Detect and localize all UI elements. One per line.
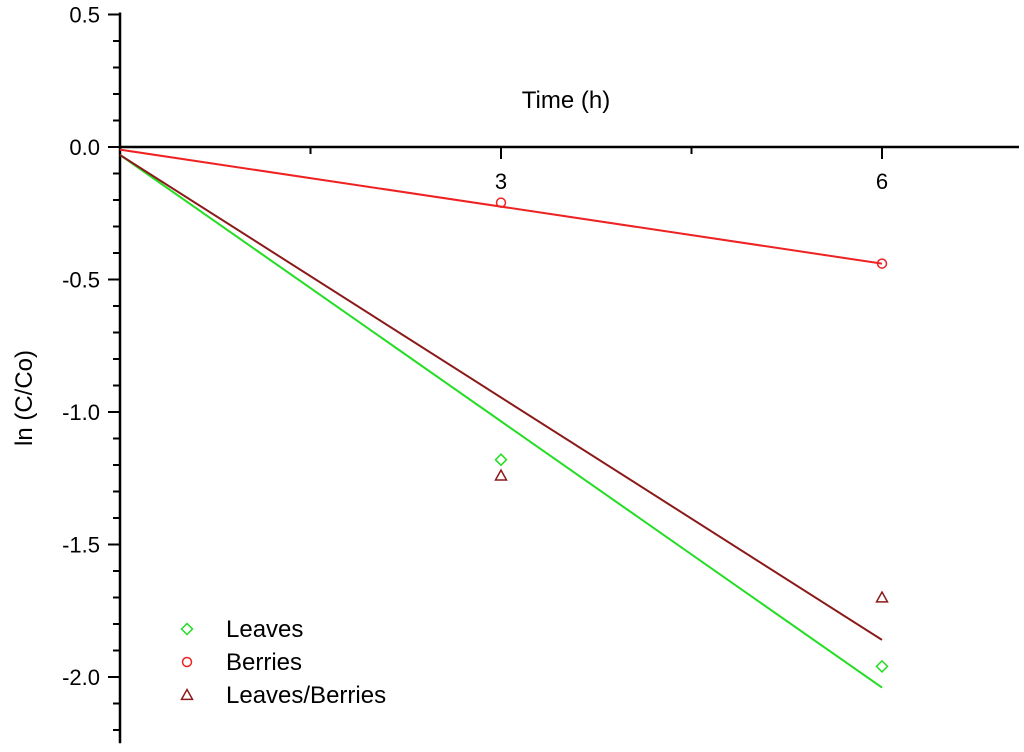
legend-marker-leaves	[180, 622, 194, 636]
y-axis-title: ln (C/Co)	[11, 350, 38, 446]
x-tick-label: 3	[495, 169, 507, 194]
x-tick-label: 6	[876, 169, 888, 194]
legend-marker-berries	[181, 656, 193, 668]
leaves-data-point	[494, 453, 508, 467]
leaves-berries-fit-line	[119, 154, 883, 641]
y-ticks: 0.5 0.0 -0.5 -1.0 -1.5 -2.0	[62, 3, 120, 731]
y-tick-label: -2.0	[62, 665, 100, 690]
legend-label-leaves-berries: Leaves/Berries	[226, 682, 386, 709]
leaves-berries-data-point	[875, 590, 889, 603]
legend-label-berries: Berries	[226, 649, 302, 676]
y-tick-label: -1.5	[62, 533, 100, 558]
x-axis-title: Time (h)	[522, 87, 610, 114]
y-tick-label: -0.5	[62, 268, 100, 293]
legend: Leaves Berries Leaves/Berries	[180, 616, 386, 709]
leaves-data-point	[875, 659, 889, 673]
y-tick-label: 0.0	[69, 135, 100, 160]
y-tick-label: -1.0	[62, 400, 100, 425]
leaves-fit-line	[119, 154, 883, 689]
leaves-berries-data-point	[494, 468, 508, 481]
data-points	[494, 197, 889, 673]
berries-data-point	[876, 258, 888, 269]
legend-label-leaves: Leaves	[226, 616, 303, 643]
fit-lines	[119, 148, 883, 689]
legend-marker-leaves-berries	[180, 687, 194, 701]
y-tick-label: 0.5	[69, 3, 100, 28]
berries-data-point	[495, 197, 507, 208]
